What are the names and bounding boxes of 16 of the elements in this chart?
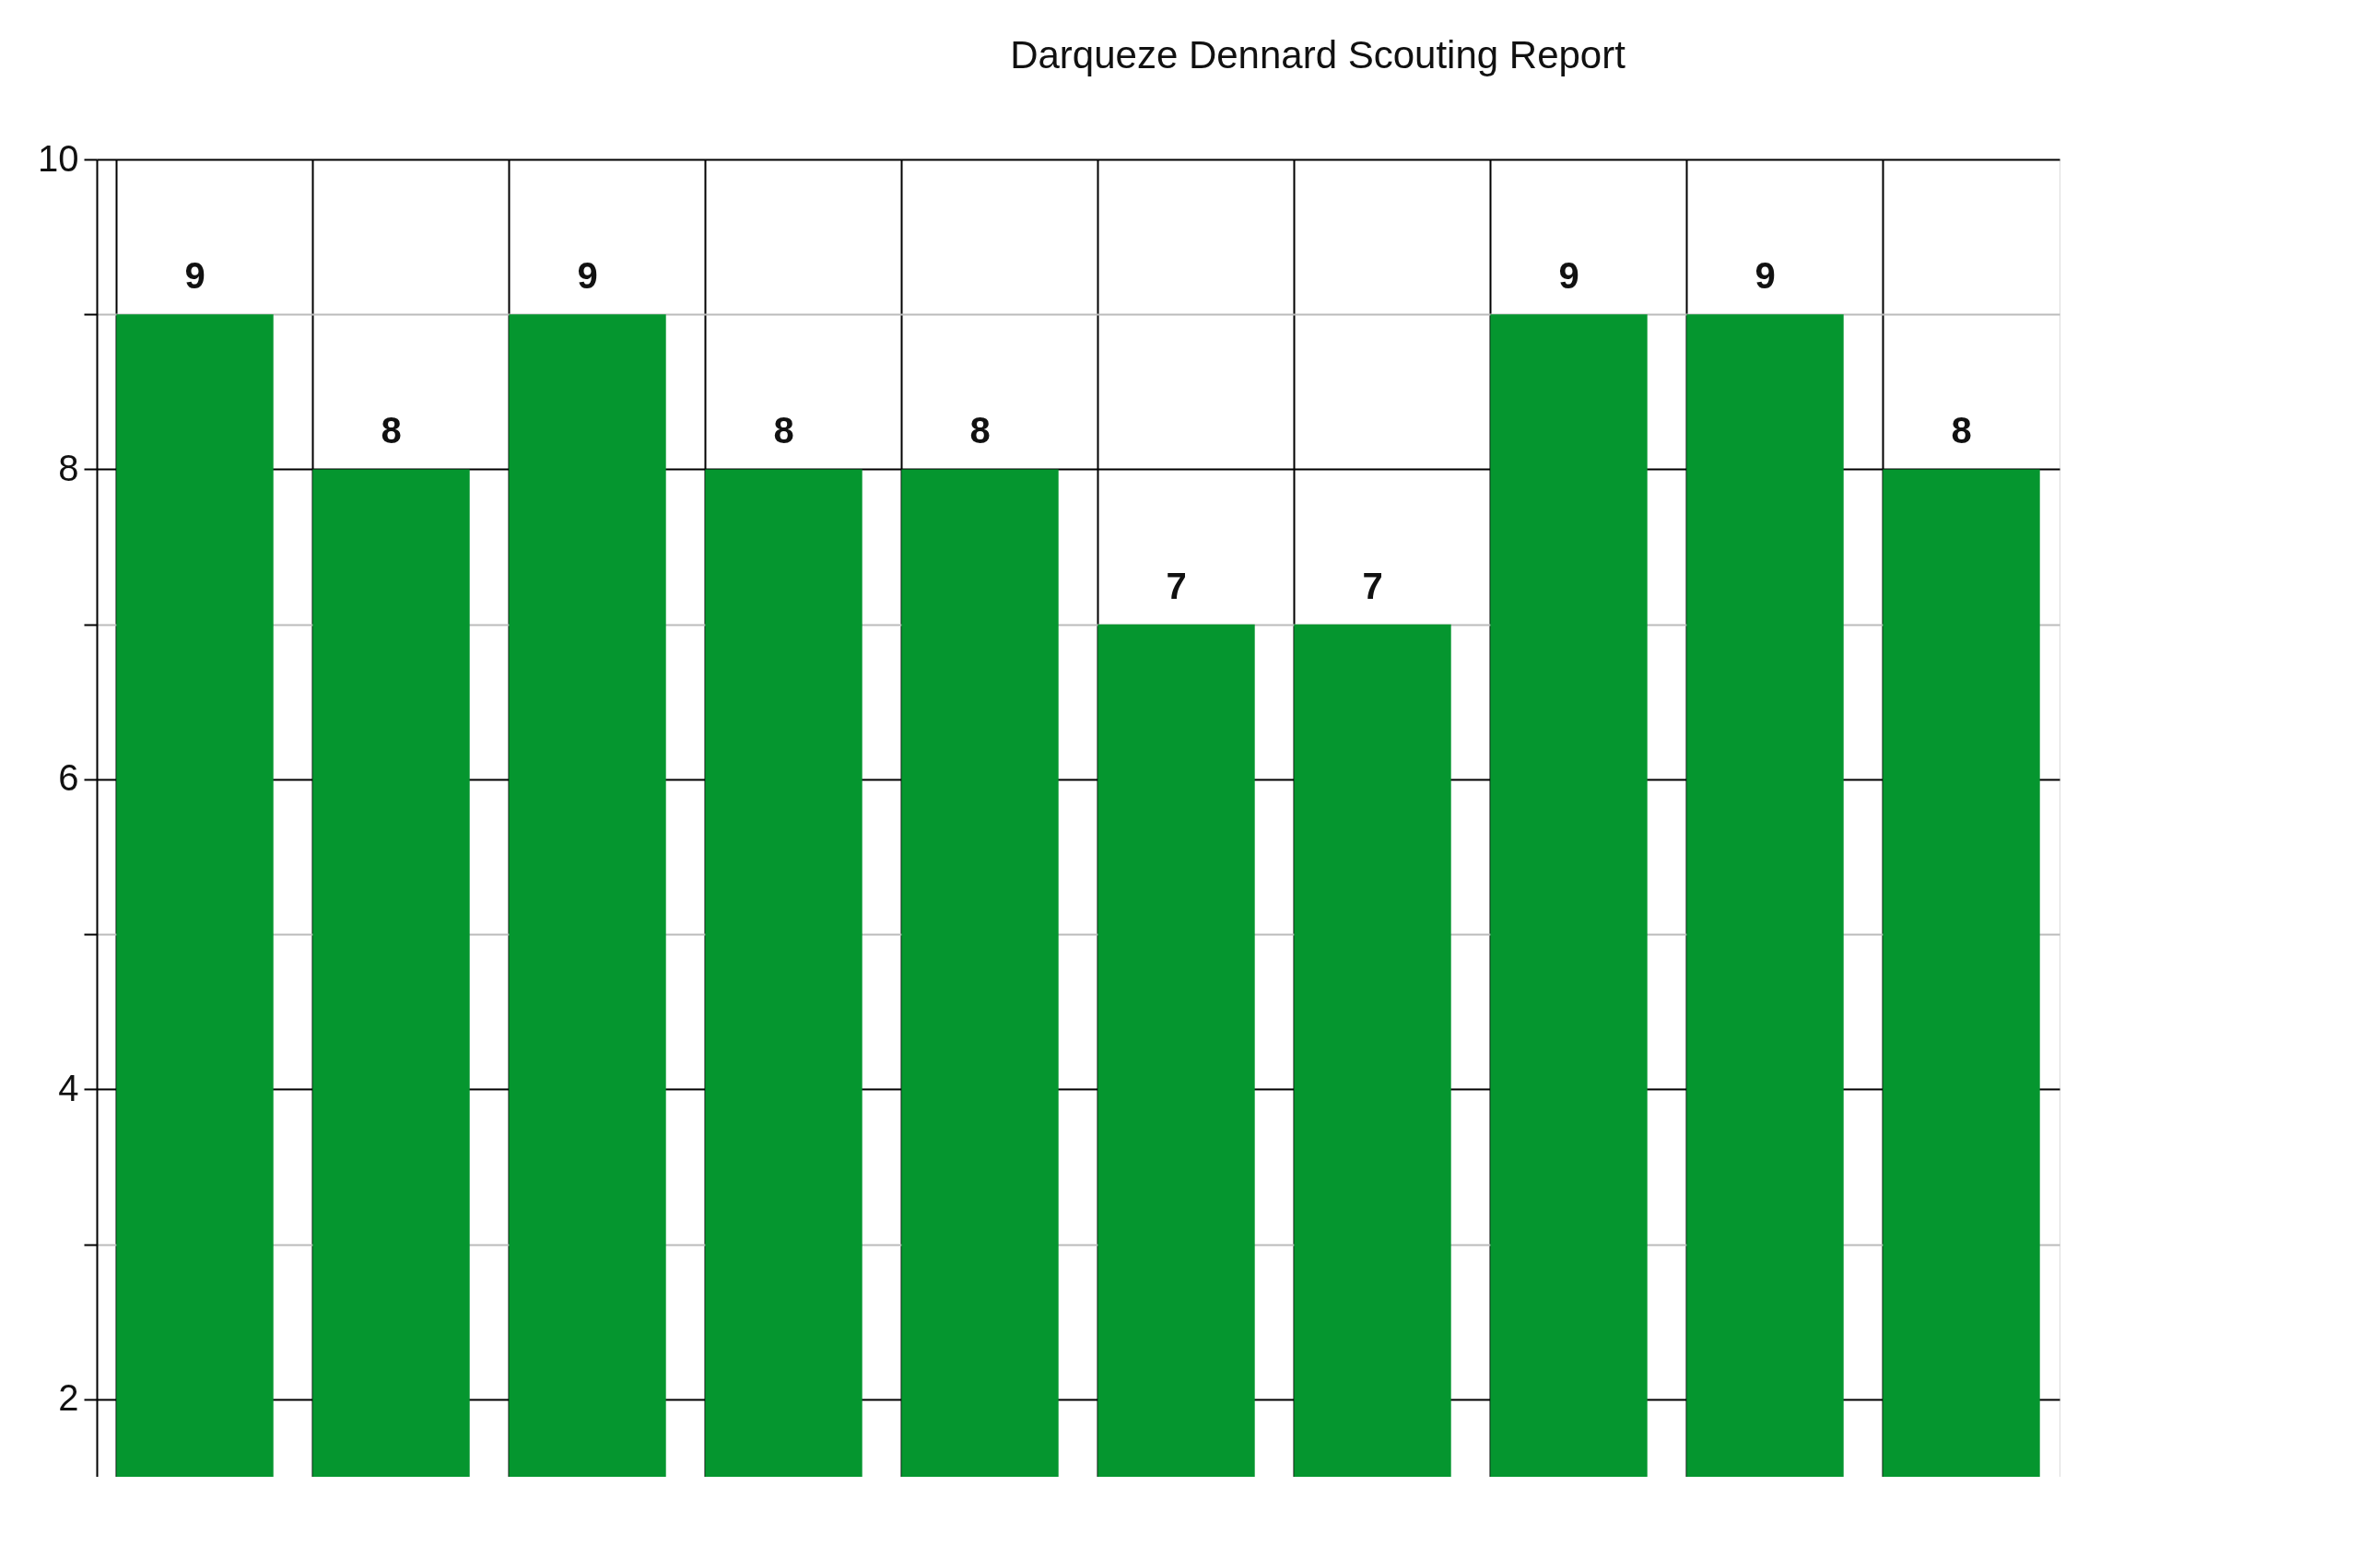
data-label: 7 bbox=[1362, 565, 1383, 606]
y-tick-label: 2 bbox=[58, 1377, 79, 1419]
data-label: 8 bbox=[773, 410, 794, 451]
data-label: 9 bbox=[1558, 255, 1579, 297]
data-label: 8 bbox=[969, 410, 991, 451]
chart-title: Darqueze Dennard Scouting Report bbox=[1010, 33, 1626, 76]
y-tick-label: 4 bbox=[58, 1067, 79, 1108]
data-label: 8 bbox=[381, 410, 402, 451]
y-tick-label: 8 bbox=[58, 447, 79, 488]
data-label: 9 bbox=[577, 255, 598, 297]
data-label: 9 bbox=[184, 255, 205, 297]
data-label: 7 bbox=[1166, 565, 1187, 606]
data-label: 9 bbox=[1755, 255, 1776, 297]
y-tick-label: 6 bbox=[58, 757, 79, 799]
y-tick-label: 10 bbox=[38, 137, 79, 179]
data-label: 8 bbox=[1951, 410, 1972, 451]
